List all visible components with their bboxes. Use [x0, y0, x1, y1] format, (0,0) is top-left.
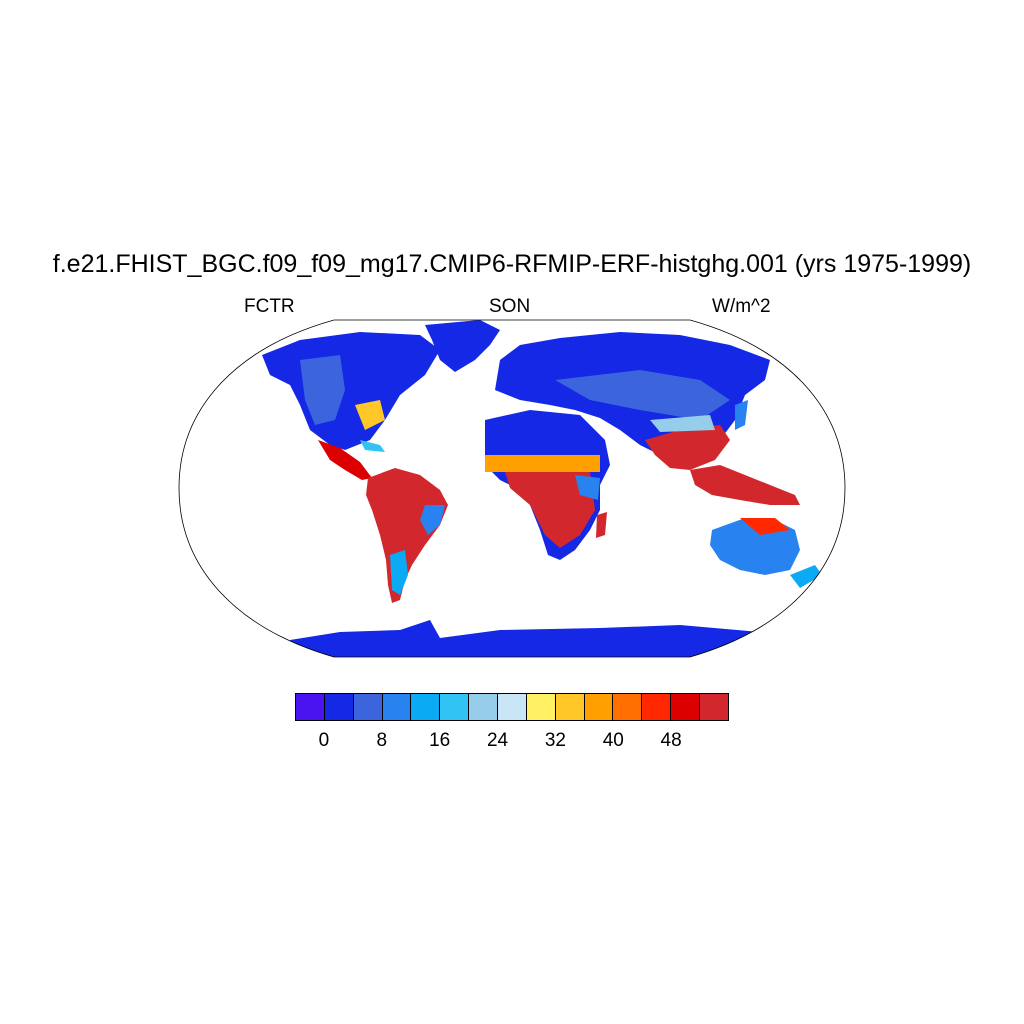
colorbar-box — [324, 694, 354, 720]
maritime-continent — [690, 465, 800, 505]
colorbar-box — [353, 694, 383, 720]
colorbar-box — [498, 694, 527, 720]
colorbar-tick-label: 40 — [602, 730, 624, 751]
colorbar-box — [642, 694, 672, 720]
himalaya-cool — [650, 415, 715, 432]
na-west-band — [300, 355, 345, 425]
colorbar-box — [671, 694, 701, 720]
colorbar-box — [296, 694, 325, 720]
east-africa-cool — [575, 475, 600, 500]
japan — [735, 400, 748, 430]
madagascar — [596, 512, 607, 538]
north-america — [262, 332, 440, 450]
colorbar-tick-label: 48 — [660, 730, 682, 751]
central-america — [318, 440, 372, 480]
south-america — [366, 468, 448, 603]
greenland — [425, 320, 500, 372]
variable-label: FCTR — [244, 296, 295, 317]
colorbar — [295, 693, 729, 721]
colorbar-box — [700, 694, 728, 720]
colorbar-box — [440, 694, 470, 720]
map-boundary — [178, 319, 846, 658]
sa-south-band — [390, 550, 408, 595]
colorbar-box — [469, 694, 499, 720]
units-label: W/m^2 — [712, 296, 771, 317]
colorbar-tick-label: 24 — [486, 730, 509, 751]
australia — [710, 518, 800, 575]
colorbar-tick-label: 0 — [318, 730, 330, 751]
season-label: SON — [489, 296, 531, 317]
antarctica — [290, 620, 800, 657]
asia-mid-band — [555, 370, 730, 420]
colorbar-box — [613, 694, 643, 720]
colorbar-box — [584, 694, 614, 720]
colorbar-box — [526, 694, 556, 720]
colorbar-box — [411, 694, 441, 720]
colorbar-box — [382, 694, 412, 720]
colorbar-tick-label: 8 — [376, 730, 388, 751]
na-southeast-warm — [355, 400, 385, 430]
central-africa-warm — [505, 472, 595, 548]
new-zealand — [790, 565, 822, 588]
colorbar-box — [555, 694, 585, 720]
sa-east-band — [420, 505, 445, 535]
colorbar-tick-label: 32 — [544, 730, 566, 751]
colorbar-tick-label: 16 — [429, 730, 451, 751]
caribbean-islands — [360, 440, 385, 452]
south-asia-warm — [645, 425, 730, 470]
australia-north-warm — [740, 518, 790, 535]
plot-title: f.e21.FHIST_BGC.f09_f09_mg17.CMIP6-RFMIP… — [52, 250, 972, 278]
sahel-band — [485, 455, 600, 472]
